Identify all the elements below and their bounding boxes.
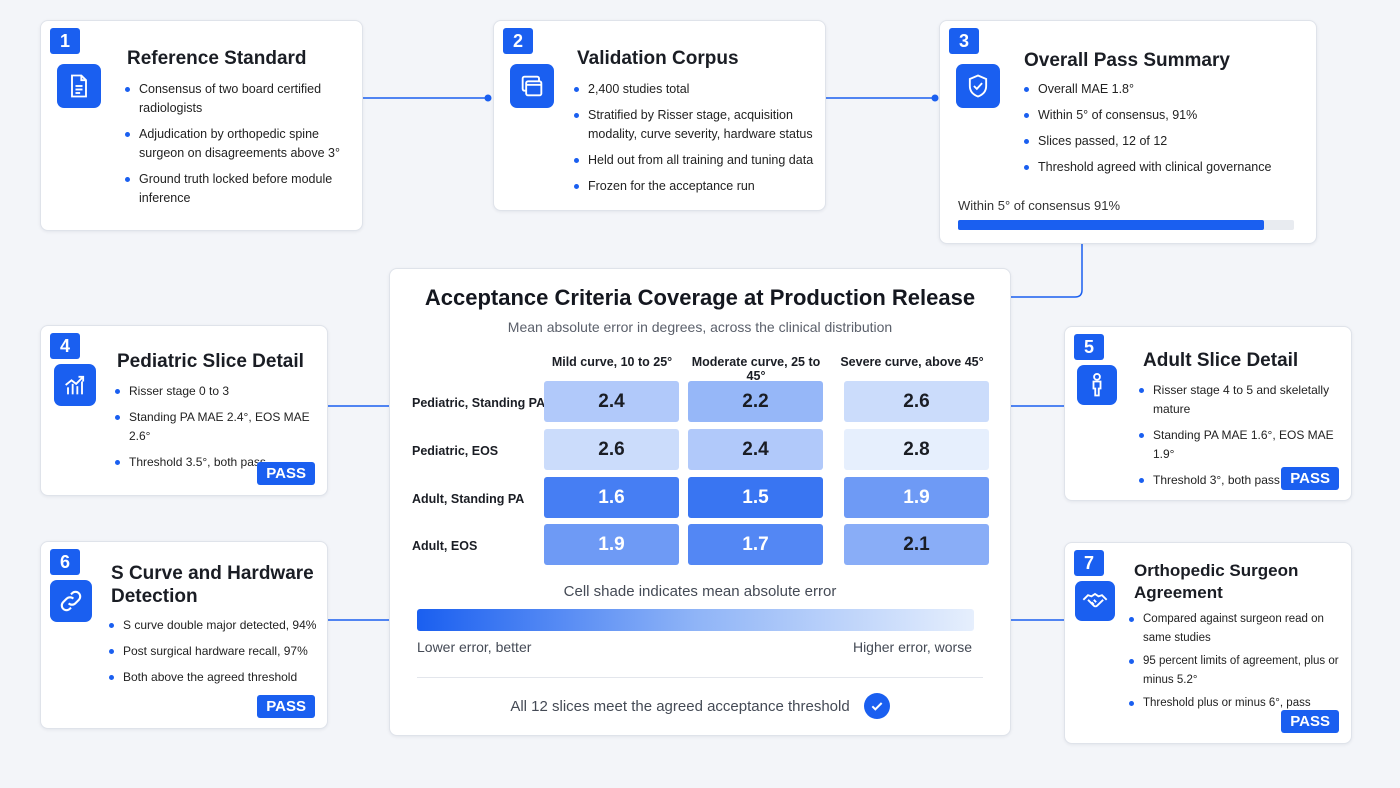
list-item: Stratified by Risser stage, acquisition … <box>572 106 817 144</box>
list-item: 2,400 studies total <box>572 80 817 99</box>
pass-badge: PASS <box>1281 467 1339 490</box>
list-item: Risser stage 4 to 5 and skeletally matur… <box>1137 381 1347 419</box>
list-item: Standing PA MAE 1.6°, EOS MAE 1.9° <box>1137 426 1347 464</box>
list-item: Consensus of two board certified radiolo… <box>123 80 351 118</box>
person-icon <box>1077 365 1117 405</box>
row-header: Pediatric, Standing PA <box>412 396 546 410</box>
heatmap-cell: 1.6 <box>544 477 679 518</box>
progress-fill <box>958 220 1264 230</box>
list-item: Both above the agreed threshold <box>107 668 322 687</box>
row-header: Adult, EOS <box>412 539 478 553</box>
check-circle-icon <box>863 693 890 719</box>
card-title: S Curve and Hardware Detection <box>111 563 314 607</box>
surgeon-agreement-card: 7 Orthopedic Surgeon Agreement Compared … <box>1064 542 1352 744</box>
step-badge: 4 <box>50 333 80 359</box>
step-badge: 6 <box>50 549 80 575</box>
legend-label: Cell shade indicates mean absolute error <box>563 583 837 600</box>
heatmap-cell: 1.7 <box>688 524 823 565</box>
list-item: 95 percent limits of agreement, plus or … <box>1127 652 1345 690</box>
list-item: Overall MAE 1.8° <box>1022 80 1307 99</box>
list-item: Compared against surgeon read on same st… <box>1127 610 1345 648</box>
list-item: Frozen for the acceptance run <box>572 177 817 196</box>
bullet-list: Risser stage 0 to 3 Standing PA MAE 2.4°… <box>113 382 323 479</box>
heatmap-cell: 2.2 <box>688 381 823 422</box>
heatmap-title: Acceptance Criteria Coverage at Producti… <box>424 285 976 310</box>
list-item: Threshold 3.5°, both pass <box>113 453 323 472</box>
step-badge: 1 <box>50 28 80 54</box>
list-item: Threshold agreed with clinical governanc… <box>1022 158 1307 177</box>
heatmap-cell: 2.4 <box>544 381 679 422</box>
shield-check-icon <box>956 64 1000 108</box>
step-badge: 3 <box>949 28 979 54</box>
handshake-icon <box>1075 581 1115 621</box>
pass-badge: PASS <box>1281 710 1339 733</box>
list-item: Post surgical hardware recall, 97% <box>107 642 322 661</box>
list-item: Within 5° of consensus, 91% <box>1022 106 1307 125</box>
step-badge: 5 <box>1074 334 1104 360</box>
heatmap-cell: 2.6 <box>544 429 679 470</box>
list-item: Held out from all training and tuning da… <box>572 151 817 170</box>
list-item: Adjudication by orthopedic spine surgeon… <box>123 125 351 163</box>
s-curve-hardware-card: 6 S Curve and Hardware Detection S curve… <box>40 541 328 729</box>
bullet-list: Overall MAE 1.8° Within 5° of consensus,… <box>1022 80 1307 184</box>
heatmap-cell: 2.4 <box>688 429 823 470</box>
heatmap-cell: 1.9 <box>544 524 679 565</box>
footer-status: All 12 slices meet the agreed acceptance… <box>390 693 1010 719</box>
footer-text: All 12 slices meet the agreed acceptance… <box>510 697 850 715</box>
bullet-list: 2,400 studies total Stratified by Risser… <box>572 80 817 203</box>
divider <box>417 677 983 678</box>
card-title: Orthopedic Surgeon Agreement <box>1134 561 1299 602</box>
list-item: Risser stage 0 to 3 <box>113 382 323 401</box>
heatmap-subtitle: Mean absolute error in degrees, across t… <box>507 319 893 335</box>
link-icon <box>50 580 92 622</box>
bullet-list: Consensus of two board certified radiolo… <box>123 80 351 215</box>
list-item: Slices passed, 12 of 12 <box>1022 132 1307 151</box>
list-item: Threshold 3°, both pass <box>1137 471 1347 490</box>
column-header: Severe curve, above 45° <box>840 355 984 369</box>
card-title: Reference Standard <box>127 48 307 69</box>
pass-badge: PASS <box>257 462 315 485</box>
bullet-list: Risser stage 4 to 5 and skeletally matur… <box>1137 381 1347 497</box>
legend-low-label: Lower error, better <box>417 639 532 655</box>
error-gradient-legend <box>417 609 974 631</box>
card-title: Overall Pass Summary <box>1024 50 1230 71</box>
progress-label: Within 5° of consensus 91% <box>958 198 1121 213</box>
step-badge: 2 <box>503 28 533 54</box>
folders-icon <box>510 64 554 108</box>
column-header: Moderate curve, 25 to 45° <box>691 355 821 383</box>
adult-slice-card: 5 Adult Slice Detail Risser stage 4 to 5… <box>1064 326 1352 501</box>
list-item: Threshold plus or minus 6°, pass <box>1127 694 1345 713</box>
bullet-list: S curve double major detected, 94% Post … <box>107 616 322 694</box>
list-item: Ground truth locked before module infere… <box>123 170 351 208</box>
pass-badge: PASS <box>257 695 315 718</box>
heatmap-cell: 2.1 <box>844 524 989 565</box>
step-badge: 7 <box>1074 550 1104 576</box>
heatmap-cell: 1.5 <box>688 477 823 518</box>
list-item: S curve double major detected, 94% <box>107 616 322 635</box>
chart-trend-icon <box>54 364 96 406</box>
acceptance-criteria-card: Acceptance Criteria Coverage at Producti… <box>389 268 1011 736</box>
legend-high-label: Higher error, worse <box>852 639 972 655</box>
document-icon <box>57 64 101 108</box>
list-item: Standing PA MAE 2.4°, EOS MAE 2.6° <box>113 408 323 446</box>
heatmap-cell: 2.8 <box>844 429 989 470</box>
row-header: Pediatric, EOS <box>412 444 499 458</box>
reference-standard-card: 1 Reference Standard Consensus of two bo… <box>40 20 363 231</box>
card-title: Adult Slice Detail <box>1143 350 1299 371</box>
bullet-list: Compared against surgeon read on same st… <box>1127 610 1345 717</box>
consensus-progress-bar <box>958 220 1294 230</box>
heatmap-cell: 2.6 <box>844 381 989 422</box>
heatmap-cell: 1.9 <box>844 477 989 518</box>
overall-pass-summary-card: 3 Overall Pass Summary Overall MAE 1.8° … <box>939 20 1317 244</box>
row-header: Adult, Standing PA <box>412 492 525 506</box>
card-title: Validation Corpus <box>577 48 739 69</box>
pediatric-slice-card: 4 Pediatric Slice Detail Risser stage 0 … <box>40 325 328 496</box>
card-title: Pediatric Slice Detail <box>117 351 304 372</box>
column-header: Mild curve, 10 to 25° <box>551 355 673 369</box>
validation-corpus-card: 2 Validation Corpus 2,400 studies total … <box>493 20 826 211</box>
